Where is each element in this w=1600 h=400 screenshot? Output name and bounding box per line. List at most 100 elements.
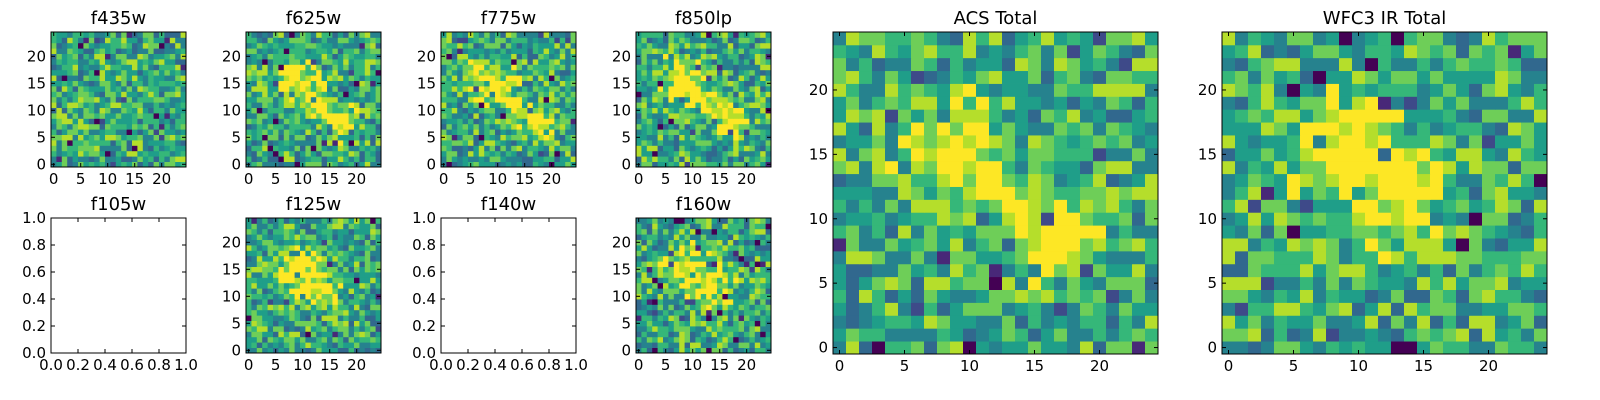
heatmap-cell: [83, 80, 90, 87]
heatmap-cell: [679, 309, 685, 316]
heatmap-cell: [727, 299, 734, 305]
heatmap-cell: [316, 347, 322, 354]
heatmap-cell: [706, 32, 712, 38]
heatmap-cell: [327, 96, 333, 103]
heatmap-cell: [327, 288, 333, 294]
heatmap-cell: [451, 53, 458, 60]
x-tick-label: 0: [49, 170, 59, 188]
heatmap-cell: [549, 96, 555, 103]
heatmap-cell: [989, 263, 1003, 278]
heatmap-cell: [733, 140, 739, 146]
heatmap-cell: [1339, 199, 1353, 213]
heatmap-cell: [61, 59, 68, 65]
heatmap-cell: [722, 161, 729, 168]
heatmap-cell: [1378, 186, 1392, 200]
heatmap-cell: [754, 299, 761, 305]
heatmap-cell: [305, 288, 312, 294]
heatmap-cell: [364, 156, 371, 162]
heatmap-cell: [684, 245, 691, 251]
heatmap-cell: [559, 69, 566, 76]
y-tick-label: 0.6: [412, 263, 436, 281]
heatmap-cell: [1028, 289, 1042, 303]
heatmap-cell: [354, 59, 360, 65]
heatmap-cell: [516, 102, 523, 108]
heatmap-cell: [522, 107, 528, 114]
heatmap-cell: [337, 129, 344, 135]
heatmap-cell: [294, 309, 301, 316]
heatmap-cell: [159, 118, 165, 125]
heatmap-cell: [722, 123, 729, 130]
heatmap-cell: [348, 129, 355, 135]
heatmap-cell: [337, 315, 344, 321]
heatmap-cell: [543, 102, 550, 108]
heatmap-cell: [375, 156, 382, 162]
heatmap-cell: [294, 150, 301, 157]
heatmap-cell: [348, 255, 355, 262]
heatmap-cell: [695, 245, 702, 251]
heatmap-cell: [727, 32, 734, 38]
heatmap-cell: [484, 32, 490, 38]
heatmap-cell: [251, 53, 258, 60]
heatmap-cell: [121, 129, 127, 135]
heatmap-cell: [262, 272, 268, 278]
heatmap-cell: [963, 57, 977, 72]
heatmap-cell: [310, 107, 317, 114]
heatmap-cell: [950, 315, 964, 329]
heatmap-cell: [663, 129, 669, 135]
heatmap-cell: [695, 228, 702, 235]
heatmap-cell: [278, 315, 285, 321]
heatmap-cell: [451, 64, 458, 71]
heatmap-cell: [300, 309, 306, 316]
axes-frame: [635, 217, 772, 354]
x-tick-label: 5: [661, 356, 671, 374]
heatmap-cell: [294, 331, 301, 338]
heatmap-cell: [337, 228, 344, 235]
heatmap-cell: [370, 113, 376, 119]
heatmap-cell: [251, 326, 258, 332]
heatmap-cell: [1080, 315, 1094, 329]
heatmap-cell: [267, 86, 274, 92]
heatmap-cell: [1482, 199, 1496, 213]
heatmap-cell: [727, 245, 734, 251]
heatmap-cell: [321, 347, 328, 354]
heatmap-cell: [749, 80, 756, 87]
heatmap-cell: [61, 145, 68, 152]
heatmap-cell: [484, 64, 490, 71]
heatmap-cell: [289, 161, 295, 168]
heatmap-cell: [484, 129, 490, 135]
heatmap-cell: [700, 266, 707, 273]
heatmap-cell: [289, 272, 295, 278]
heatmap-cell: [754, 96, 761, 103]
heatmap-cell: [700, 91, 707, 98]
heatmap-cell: [636, 96, 642, 103]
heatmap-cell: [316, 336, 322, 343]
x-tick-label: 20: [737, 170, 756, 188]
heatmap-cell: [1080, 328, 1094, 342]
heatmap-cell: [83, 91, 90, 98]
heatmap-cell: [370, 228, 376, 235]
heatmap-cell: [359, 129, 366, 135]
heatmap-cell: [554, 64, 561, 71]
heatmap-cell: [283, 140, 290, 146]
heatmap-cell: [549, 59, 555, 65]
heatmap-cell: [289, 156, 295, 162]
heatmap-cell: [1261, 212, 1275, 226]
heatmap-cell: [505, 64, 512, 71]
heatmap-cell: [1469, 263, 1483, 278]
heatmap-cell: [1326, 212, 1340, 226]
heatmap-cell: [115, 86, 122, 92]
heatmap-cell: [1534, 199, 1548, 213]
heatmap-cell: [251, 228, 258, 235]
heatmap-cell: [690, 234, 696, 240]
heatmap-cell: [164, 32, 171, 38]
heatmap-cell: [169, 118, 176, 125]
heatmap-cell: [532, 53, 539, 60]
heatmap-cell: [72, 80, 79, 87]
heatmap-cell: [538, 123, 544, 130]
heatmap-cell: [538, 86, 544, 92]
heatmap-cell: [646, 299, 653, 305]
heatmap-cell: [56, 80, 63, 87]
heatmap-cell: [354, 134, 360, 141]
